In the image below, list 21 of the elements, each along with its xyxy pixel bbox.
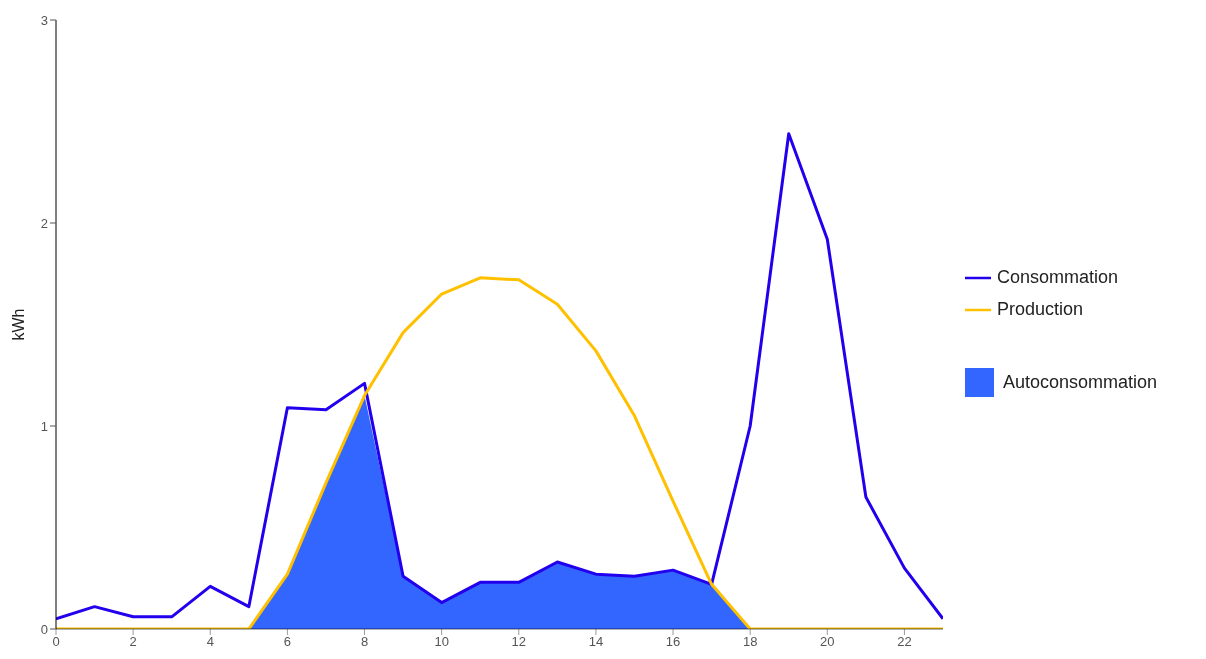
- y-tick-label: 2: [40, 215, 48, 231]
- x-tick-label: 6: [283, 634, 292, 650]
- line-series: [56, 132, 943, 621]
- x-tick-label: 0: [52, 634, 60, 650]
- legend-label: Consommation: [997, 267, 1119, 288]
- y-tick-label: 1: [40, 418, 48, 434]
- x-tick-label: 10: [434, 634, 449, 650]
- y-tick-label: 0: [40, 621, 48, 637]
- legend-label: Production: [997, 299, 1084, 320]
- x-tick-label: 2: [129, 634, 137, 650]
- x-tick-label: 12: [511, 634, 527, 650]
- x-tick-label: 20: [820, 634, 835, 650]
- x-tick-label: 16: [665, 634, 681, 650]
- y-axis-title: kWh: [9, 308, 27, 341]
- x-tick-label: 14: [588, 634, 604, 650]
- legend-label: Autoconsommation: [1003, 372, 1158, 393]
- x-tick-label: 4: [206, 634, 214, 650]
- x-tick-label: 22: [897, 634, 912, 650]
- x-tick-label: 8: [360, 634, 369, 650]
- x-tick-label: 18: [742, 634, 758, 650]
- y-tick-label: 3: [40, 12, 48, 28]
